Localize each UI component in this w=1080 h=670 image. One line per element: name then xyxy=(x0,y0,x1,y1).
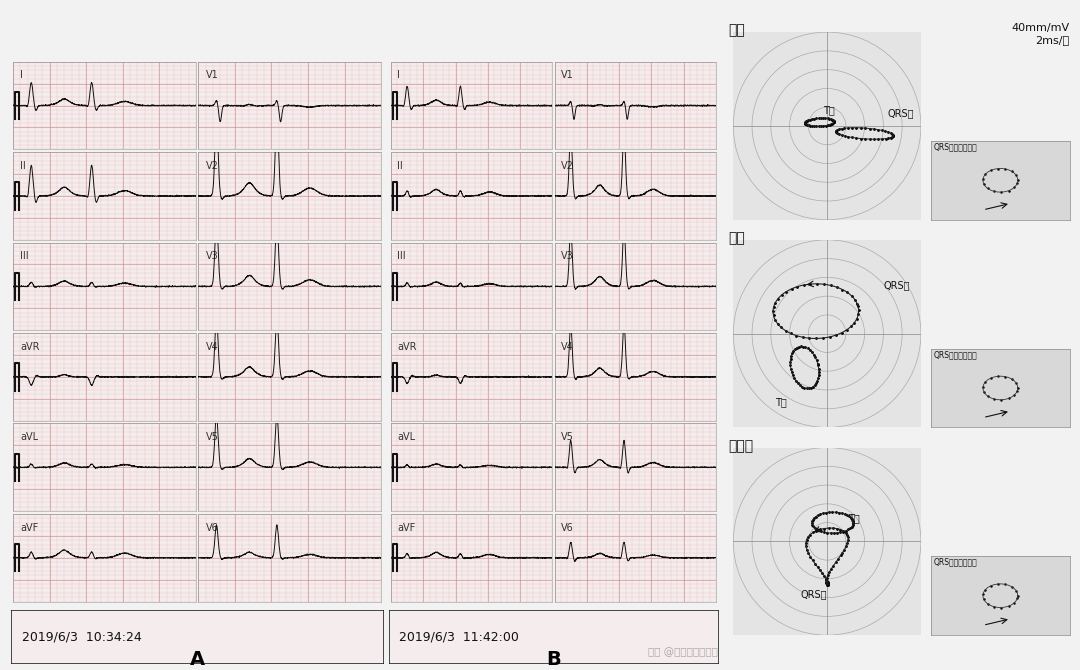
Text: QRS环: QRS环 xyxy=(883,281,909,291)
Text: III: III xyxy=(397,251,406,261)
Text: V2: V2 xyxy=(561,161,573,171)
Text: V4: V4 xyxy=(561,342,573,352)
Text: aVF: aVF xyxy=(21,523,39,533)
Text: B: B xyxy=(546,651,561,669)
Text: aVR: aVR xyxy=(21,342,40,352)
Text: V6: V6 xyxy=(205,523,218,533)
Text: V5: V5 xyxy=(205,432,218,442)
Text: 2019/6/3  11:42:00: 2019/6/3 11:42:00 xyxy=(399,630,518,643)
Text: 橫面: 橫面 xyxy=(728,231,745,245)
Text: aVL: aVL xyxy=(397,432,416,442)
Text: T环: T环 xyxy=(774,397,786,407)
Text: V2: V2 xyxy=(205,161,218,171)
Text: 右侧面: 右侧面 xyxy=(728,439,753,453)
Text: V1: V1 xyxy=(205,70,218,80)
Text: T环: T环 xyxy=(823,105,835,115)
Text: QRS环: QRS环 xyxy=(801,590,827,600)
Text: QRS环起始和终末: QRS环起始和终末 xyxy=(933,143,977,151)
Text: 40mm/mV
2ms/点: 40mm/mV 2ms/点 xyxy=(1011,23,1069,45)
Text: 额面: 额面 xyxy=(728,23,745,38)
Text: V6: V6 xyxy=(561,523,573,533)
Text: III: III xyxy=(21,251,29,261)
Text: A: A xyxy=(189,651,205,669)
Text: II: II xyxy=(21,161,26,171)
Text: I: I xyxy=(21,70,23,80)
Text: 知乎 @李靖靖心电资讯: 知乎 @李靖靖心电资讯 xyxy=(648,647,718,657)
Text: T环: T环 xyxy=(848,513,860,523)
Text: QRS环起始和终末: QRS环起始和终末 xyxy=(933,350,977,359)
Text: QRS环: QRS环 xyxy=(887,109,914,119)
Text: V3: V3 xyxy=(205,251,218,261)
Text: aVR: aVR xyxy=(397,342,417,352)
Text: V5: V5 xyxy=(561,432,573,442)
Text: V1: V1 xyxy=(561,70,573,80)
Text: QRS环起始和终末: QRS环起始和终末 xyxy=(933,558,977,567)
Text: aVL: aVL xyxy=(21,432,39,442)
Text: II: II xyxy=(397,161,403,171)
Text: 2019/6/3  10:34:24: 2019/6/3 10:34:24 xyxy=(22,630,141,643)
Text: V3: V3 xyxy=(561,251,573,261)
Text: I: I xyxy=(397,70,401,80)
Text: V4: V4 xyxy=(205,342,218,352)
Text: aVF: aVF xyxy=(397,523,416,533)
